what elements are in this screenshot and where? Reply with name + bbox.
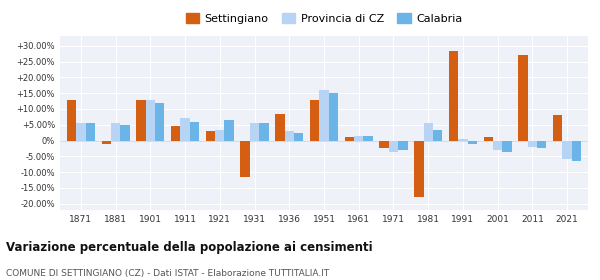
Bar xyxy=(171,126,181,141)
Bar xyxy=(484,137,493,141)
Bar xyxy=(502,141,512,151)
Bar xyxy=(467,141,477,144)
Bar xyxy=(528,141,537,147)
Text: COMUNE DI SETTINGIANO (CZ) - Dati ISTAT - Elaborazione TUTTITALIA.IT: COMUNE DI SETTINGIANO (CZ) - Dati ISTAT … xyxy=(6,269,329,278)
Bar xyxy=(537,141,547,148)
Bar xyxy=(424,123,433,141)
Bar xyxy=(493,141,502,150)
Bar xyxy=(76,123,86,141)
Text: Variazione percentuale della popolazione ai censimenti: Variazione percentuale della popolazione… xyxy=(6,241,373,254)
Bar xyxy=(433,130,442,141)
Bar xyxy=(86,123,95,141)
Bar xyxy=(224,120,234,141)
Bar xyxy=(190,122,199,141)
Bar xyxy=(206,131,215,141)
Bar xyxy=(414,141,424,197)
Bar xyxy=(215,130,224,141)
Bar xyxy=(553,115,562,141)
Bar xyxy=(284,131,294,141)
Bar xyxy=(379,141,389,148)
Bar xyxy=(364,136,373,141)
Bar xyxy=(458,139,467,141)
Bar xyxy=(259,123,269,141)
Bar xyxy=(181,118,190,141)
Bar xyxy=(572,141,581,161)
Bar xyxy=(67,99,76,141)
Bar xyxy=(155,103,164,141)
Bar xyxy=(136,99,146,141)
Bar xyxy=(310,99,319,141)
Bar xyxy=(294,133,304,141)
Bar xyxy=(275,114,284,141)
Bar xyxy=(111,123,120,141)
Bar xyxy=(146,99,155,141)
Bar xyxy=(562,141,572,160)
Bar xyxy=(344,137,354,141)
Bar xyxy=(241,141,250,177)
Bar xyxy=(398,141,407,150)
Bar xyxy=(329,93,338,141)
Bar xyxy=(319,90,329,141)
Bar xyxy=(250,123,259,141)
Bar xyxy=(518,55,528,141)
Bar xyxy=(354,136,364,141)
Bar xyxy=(101,141,111,144)
Bar xyxy=(120,125,130,141)
Bar xyxy=(389,141,398,151)
Bar xyxy=(449,51,458,141)
Legend: Settingiano, Provincia di CZ, Calabria: Settingiano, Provincia di CZ, Calabria xyxy=(181,8,467,28)
